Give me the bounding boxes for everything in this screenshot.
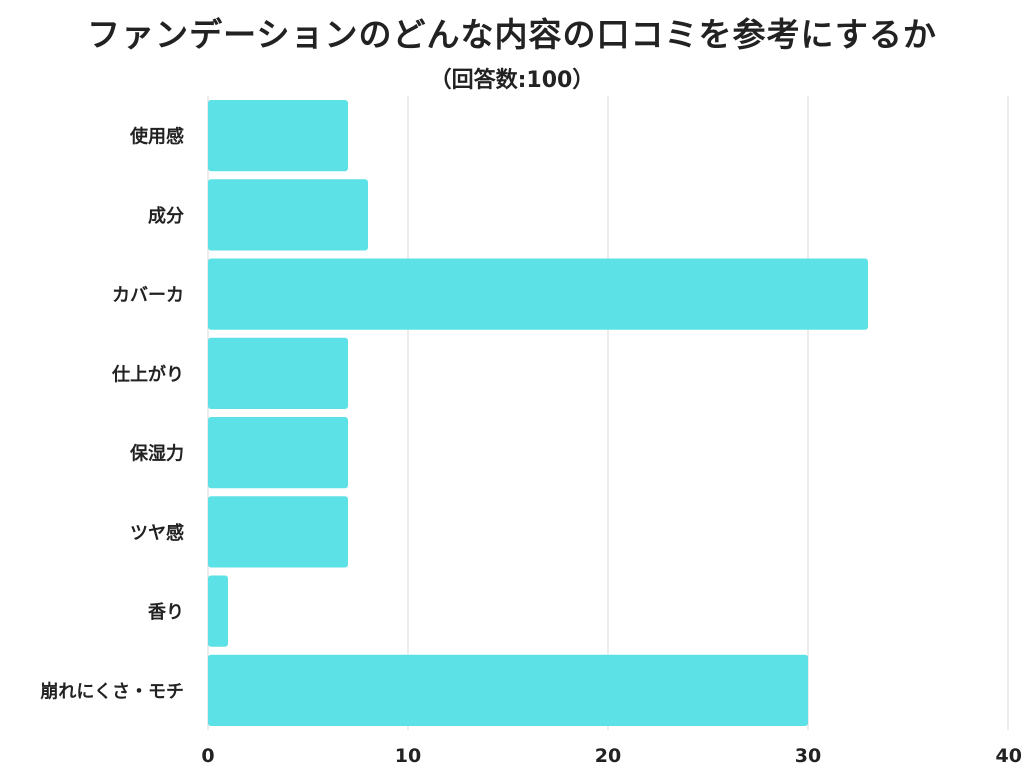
- bars: [208, 99, 868, 727]
- category-label: 成分: [148, 205, 184, 227]
- x-tick-label: 30: [795, 745, 821, 767]
- bar-8: [208, 654, 808, 727]
- x-tick-label: 0: [201, 745, 214, 767]
- category-label: 使用感: [129, 126, 184, 148]
- category-label: 崩れにくさ・モチ: [40, 680, 184, 702]
- category-label: 保湿力: [129, 443, 184, 465]
- bar-6: [208, 496, 348, 568]
- bar-5: [208, 416, 348, 489]
- x-tick-label: 20: [595, 745, 621, 767]
- chart-subtitle: （回答数:100）: [429, 68, 595, 93]
- category-label: 香り: [147, 602, 184, 623]
- bar-7: [208, 575, 228, 647]
- bar-2: [208, 179, 368, 251]
- chart-title: ファンデーションのどんな内容の口コミを参考にするか: [87, 15, 937, 54]
- bar-1: [208, 99, 348, 172]
- category-label: カバーカ: [112, 285, 184, 306]
- bar-3: [208, 258, 868, 330]
- x-tick-labels: 0 10 20 30 40: [201, 745, 1022, 767]
- x-tick-label: 10: [395, 745, 421, 767]
- category-label: ツヤ感: [130, 522, 184, 544]
- x-tick-label: 40: [996, 745, 1022, 767]
- bar-4: [208, 337, 348, 410]
- category-label: 仕上がり: [111, 363, 184, 385]
